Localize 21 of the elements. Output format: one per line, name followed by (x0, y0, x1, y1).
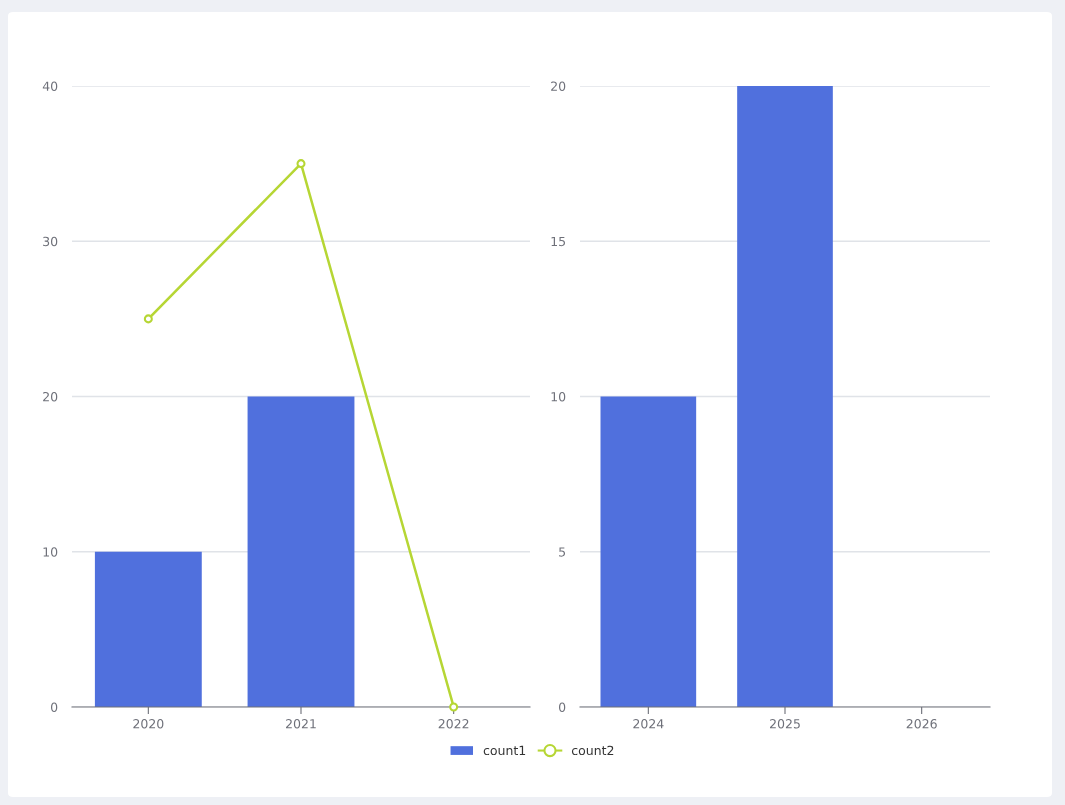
legend-label: count1 (483, 745, 526, 756)
y-tick-label: 0 (50, 702, 58, 712)
x-tick-label: 2024 (633, 719, 664, 729)
x-tick-label: 2020 (133, 719, 164, 729)
point (296, 159, 306, 169)
y-tick-label: 15 (551, 236, 566, 247)
y-tick-label: 10 (551, 391, 566, 402)
y-tick-label: 0 (558, 702, 566, 712)
point (143, 314, 153, 324)
point (449, 702, 459, 712)
y-tick-label: 20 (43, 391, 58, 402)
y-tick-label: 30 (43, 236, 58, 247)
x-tick-label: 2025 (770, 719, 800, 729)
y-tick-label: 10 (43, 547, 58, 557)
legend-label: count2 (571, 745, 614, 756)
x-tick-label: 2021 (286, 719, 316, 729)
y-tick-label: 5 (559, 547, 566, 557)
y-tick-label: 20 (551, 81, 566, 91)
x-tick-label: 2022 (438, 719, 469, 729)
x-tick-label: 2026 (906, 719, 937, 729)
y-tick-label: 40 (42, 81, 58, 91)
